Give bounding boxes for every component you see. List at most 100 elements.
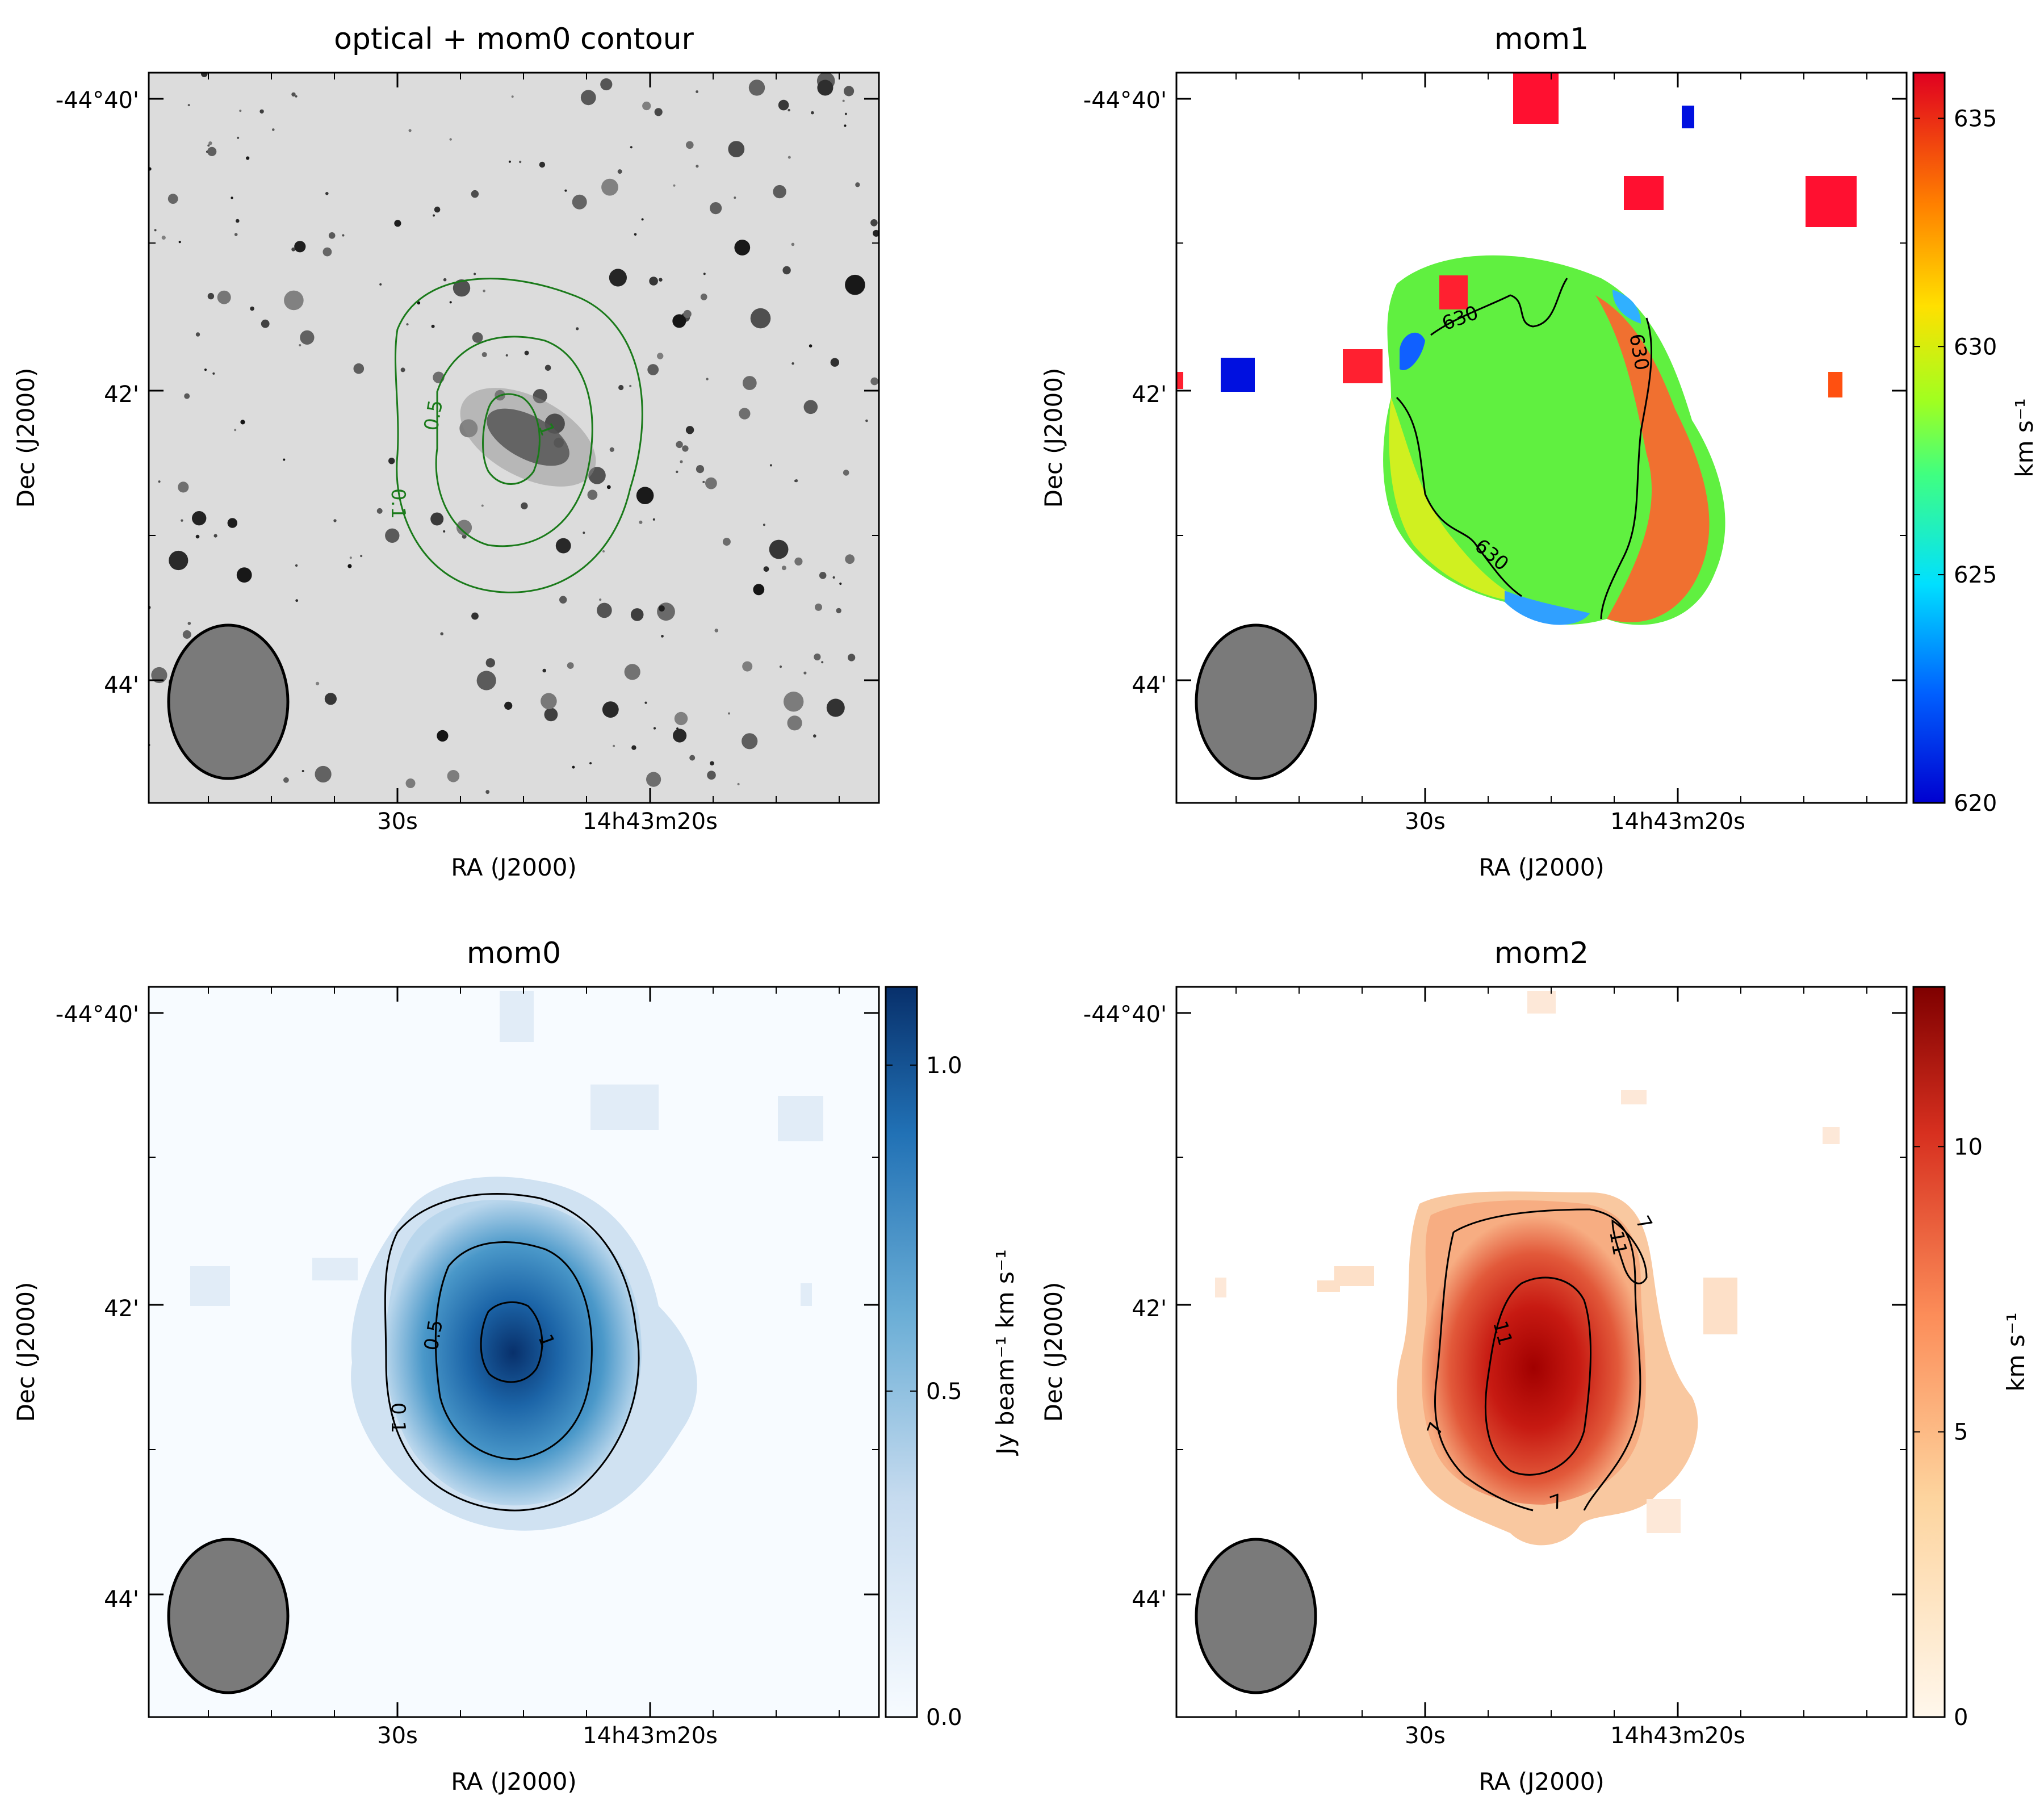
colorbar: 620 625 630 635 km s⁻¹ [1912, 72, 2038, 817]
star [710, 761, 714, 766]
star [379, 283, 382, 286]
panel-mom0: mom0 0.1 0.5 1 30s 14h43m20s -44°40' 42'… [12, 936, 1019, 1795]
colorbar: 0 5 10 km s⁻¹ [1912, 986, 2030, 1731]
panel-mom1: mom1 630 630 630 30s 14h43m20s [1040, 22, 2038, 881]
star [261, 319, 270, 328]
colorbar-tick-label: 620 [1954, 790, 1997, 817]
star [659, 605, 665, 612]
star [630, 146, 633, 149]
colorbar-tick-label: 0.0 [926, 1705, 962, 1731]
plot-frame [148, 986, 880, 1718]
star [703, 273, 706, 275]
star [272, 128, 275, 131]
star [394, 220, 401, 227]
star [734, 240, 751, 256]
contour-level-label: 0.1 [387, 488, 409, 519]
star [657, 602, 675, 621]
star [483, 290, 485, 292]
star [781, 566, 786, 571]
star [246, 156, 250, 160]
velocity-field [1176, 73, 1857, 625]
star [541, 693, 557, 710]
star [236, 219, 240, 223]
colorbar-label: km s⁻¹ [2011, 398, 2038, 477]
star [826, 698, 845, 717]
star [178, 241, 181, 244]
y-tick-label: 42' [104, 382, 139, 408]
star [239, 110, 242, 112]
star [481, 352, 487, 357]
star [791, 242, 795, 246]
star [769, 539, 789, 559]
star [631, 745, 636, 750]
star [485, 790, 490, 794]
star [659, 278, 663, 282]
star [431, 324, 435, 328]
star [572, 765, 575, 769]
star [737, 782, 740, 786]
star [564, 189, 567, 192]
star [291, 247, 296, 252]
star [750, 308, 771, 329]
star [408, 129, 412, 132]
star [447, 770, 460, 782]
y-tick-label: -44°40' [56, 87, 139, 114]
colorbar-frame [1912, 986, 1946, 1718]
contour-line [1484, 1276, 1592, 1476]
star [572, 194, 587, 210]
star [589, 762, 592, 765]
star [213, 534, 217, 538]
star [481, 504, 484, 507]
star [722, 538, 731, 546]
star [519, 161, 522, 164]
star [706, 378, 709, 380]
contour-line [434, 1241, 593, 1460]
star [485, 658, 495, 668]
star [544, 365, 551, 371]
star [742, 376, 757, 390]
beam-ellipse [1195, 1538, 1317, 1694]
star [158, 480, 161, 483]
colorbar-tick-label: 0 [1954, 1705, 1968, 1731]
star [472, 332, 483, 343]
star [843, 470, 849, 476]
x-axis-label: RA (J2000) [1478, 853, 1605, 881]
star [639, 520, 643, 524]
star [236, 567, 252, 583]
colorbar-label: Jy beam⁻¹ km s⁻¹ [991, 1249, 1019, 1456]
star [588, 467, 606, 484]
axis-ticks [149, 73, 879, 803]
star [559, 596, 567, 604]
star [456, 520, 472, 535]
contour-line [435, 336, 593, 547]
star [300, 330, 315, 345]
star [844, 112, 847, 115]
star [763, 566, 769, 572]
star [644, 701, 647, 704]
star [606, 485, 611, 489]
star [630, 608, 644, 621]
y-axis-label: Dec (J2000) [1040, 1282, 1067, 1422]
star [788, 156, 791, 159]
star [240, 420, 245, 425]
star [542, 668, 546, 673]
star [707, 771, 716, 780]
star [700, 294, 707, 300]
y-tick-label: -44°40' [1083, 87, 1167, 114]
star [437, 730, 449, 742]
star [629, 384, 632, 387]
star [787, 715, 802, 731]
star [283, 458, 286, 461]
star [212, 372, 215, 375]
star [167, 194, 178, 204]
star [440, 632, 443, 635]
x-tick-label: 14h43m20s [1610, 1723, 1745, 1749]
star [682, 445, 689, 452]
star [739, 408, 751, 420]
axis-ticks [1176, 987, 1907, 1717]
star [696, 165, 699, 168]
star [782, 266, 791, 275]
star [832, 576, 835, 579]
y-axis-label: Dec (J2000) [1040, 368, 1067, 508]
star [471, 612, 479, 620]
